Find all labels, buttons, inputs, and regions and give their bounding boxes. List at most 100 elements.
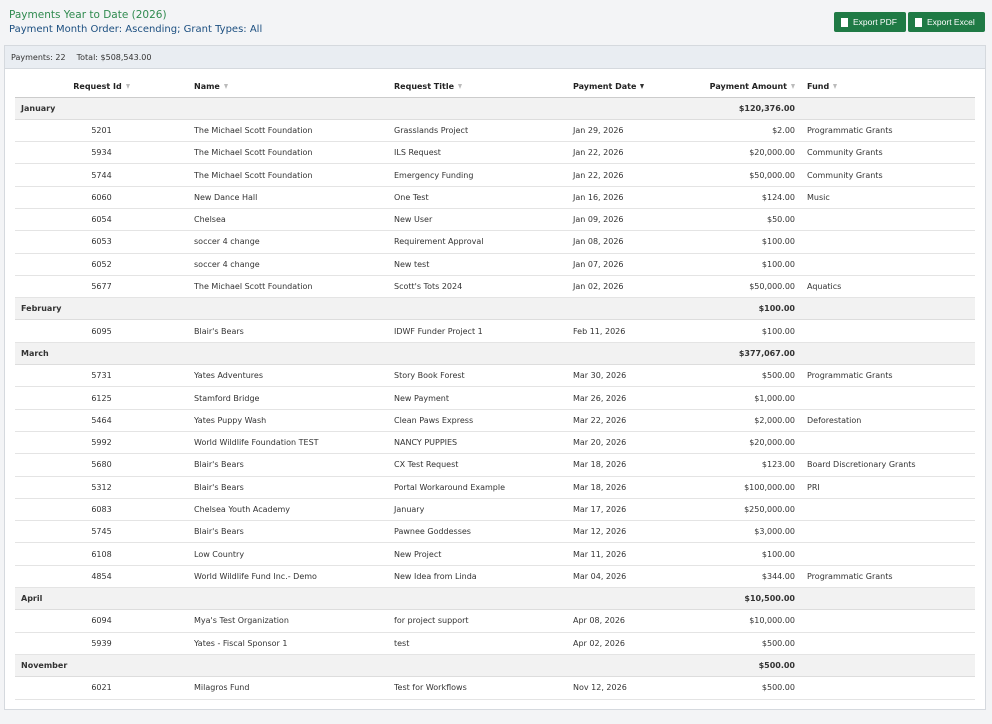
column-label[interactable]: Request Title [394, 82, 462, 91]
group-row: April $10,500.00 [15, 587, 975, 611]
payment-row: 6052 soccer 4 change New test Jan 07, 2026 $… [15, 253, 975, 276]
cell: Jan 08, 2026 [567, 230, 700, 254]
cell: $124.00 [700, 186, 801, 209]
cell: New Payment [388, 386, 567, 410]
cell: 5744 [15, 163, 188, 187]
cell: 5201 [15, 119, 188, 143]
summary-bar: Payments: 22 Total: $508,543.00 [5, 46, 985, 69]
cell [801, 230, 975, 254]
cell: $10,000.00 [700, 609, 801, 633]
cell [801, 520, 975, 544]
cell: 5677 [15, 275, 188, 299]
payment-row: 6021 Milagros Fund Test for Workflows Nov 1… [15, 676, 975, 700]
cell: ILS Request [388, 141, 567, 165]
column-header[interactable]: Request Id [15, 76, 188, 98]
payment-row: 6094 Mya's Test Organization for project s… [15, 609, 975, 633]
group-empty [801, 587, 975, 611]
payment-row: 6053 soccer 4 change Requirement Approval J… [15, 230, 975, 254]
cell: soccer 4 change [188, 230, 388, 254]
column-label[interactable]: Fund [807, 82, 837, 91]
cell: Feb 11, 2026 [567, 319, 700, 343]
cell: Scott's Tots 2024 [388, 275, 567, 299]
group-empty [801, 297, 975, 321]
cell: Mar 11, 2026 [567, 542, 700, 566]
cell: Mar 18, 2026 [567, 453, 700, 477]
group-total: $10,500.00 [700, 587, 801, 611]
payment-row: 5744 The Michael Scott Foundation Emergenc… [15, 163, 975, 187]
cell [801, 542, 975, 566]
cell: $100.00 [700, 319, 801, 343]
cell: $20,000.00 [700, 431, 801, 455]
group-empty [801, 96, 975, 120]
group-row: January $120,376.00 [15, 96, 975, 120]
payment-row: 6054 Chelsea New User Jan 09, 2026 $50.00 [15, 208, 975, 232]
cell: 5934 [15, 141, 188, 165]
cell: CX Test Request [388, 453, 567, 477]
cell: New Dance Hall [188, 186, 388, 209]
cell: Milagros Fund [188, 676, 388, 700]
cell: One Test [388, 186, 567, 209]
group-row: November $500.00 [15, 653, 975, 678]
cell: for project support [388, 609, 567, 633]
cell [801, 208, 975, 232]
subtitle: Payment Month Order: Ascending; Grant Ty… [9, 24, 263, 35]
cell: PRI [801, 476, 975, 499]
cell: Grasslands Project [388, 119, 567, 143]
cell: 5312 [15, 476, 188, 499]
payment-row: 5677 The Michael Scott Foundation Scott's … [15, 275, 975, 299]
cell: 6095 [15, 319, 188, 343]
cell: 6060 [15, 186, 188, 209]
export-excel-button[interactable]: Export Excel [908, 12, 985, 32]
payment-row: 5201 The Michael Scott Foundation Grasslan… [15, 119, 975, 143]
group-total: $100.00 [700, 297, 801, 321]
column-label[interactable]: Payment Date [573, 82, 644, 91]
cell: Low Country [188, 542, 388, 566]
cell: Apr 08, 2026 [567, 609, 700, 633]
cell: 5992 [15, 431, 188, 455]
header-row: Request Id Name Request Title Payment Date P… [15, 76, 975, 98]
cell: Blair's Bears [188, 319, 388, 343]
cell: $123.00 [700, 453, 801, 477]
cell: $100.00 [700, 230, 801, 254]
cell: Yates Adventures [188, 364, 388, 388]
payment-row: 4854 World Wildlife Fund Inc.- Demo New Id… [15, 565, 975, 589]
column-header[interactable]: Payment Date [567, 76, 700, 98]
cell: 6021 [15, 676, 188, 700]
column-header[interactable]: Name [188, 76, 388, 98]
group-total: $377,067.00 [700, 341, 801, 366]
cell: Mar 18, 2026 [567, 476, 700, 499]
cell: Jan 22, 2026 [567, 163, 700, 187]
payment-row: 6095 Blair's Bears IDWF Funder Project 1 Fe… [15, 319, 975, 343]
cell: Jan 02, 2026 [567, 275, 700, 299]
cell: Mar 26, 2026 [567, 386, 700, 410]
cell [801, 319, 975, 343]
column-label[interactable]: Name [194, 82, 228, 91]
cell: Requirement Approval [388, 230, 567, 254]
column-label[interactable]: Request Id [73, 82, 130, 91]
group-empty [801, 653, 975, 678]
column-header[interactable]: Payment Amount [700, 76, 801, 98]
cell [801, 632, 975, 655]
cell: $2.00 [700, 119, 801, 143]
cell: $3,000.00 [700, 520, 801, 544]
export-pdf-button[interactable]: Export PDF [834, 12, 906, 32]
cell: $100.00 [700, 253, 801, 276]
payment-row: 6125 Stamford Bridge New Payment Mar 26, 20… [15, 386, 975, 410]
cell: Jan 16, 2026 [567, 186, 700, 209]
cell: $500.00 [700, 632, 801, 655]
group-month: April [15, 587, 700, 611]
cell: Board Discretionary Grants [801, 453, 975, 477]
column-label[interactable]: Payment Amount [710, 82, 795, 91]
column-header[interactable]: Fund [801, 76, 975, 98]
cell: 5680 [15, 453, 188, 477]
cell: Story Book Forest [388, 364, 567, 388]
cell: 6108 [15, 542, 188, 566]
column-header[interactable]: Request Title [388, 76, 567, 98]
group-total: $500.00 [700, 653, 801, 678]
cell: Mar 30, 2026 [567, 364, 700, 388]
cell: $50,000.00 [700, 163, 801, 187]
payment-row: 5731 Yates Adventures Story Book Forest Mar… [15, 364, 975, 388]
cell [801, 676, 975, 700]
group-empty [801, 341, 975, 366]
